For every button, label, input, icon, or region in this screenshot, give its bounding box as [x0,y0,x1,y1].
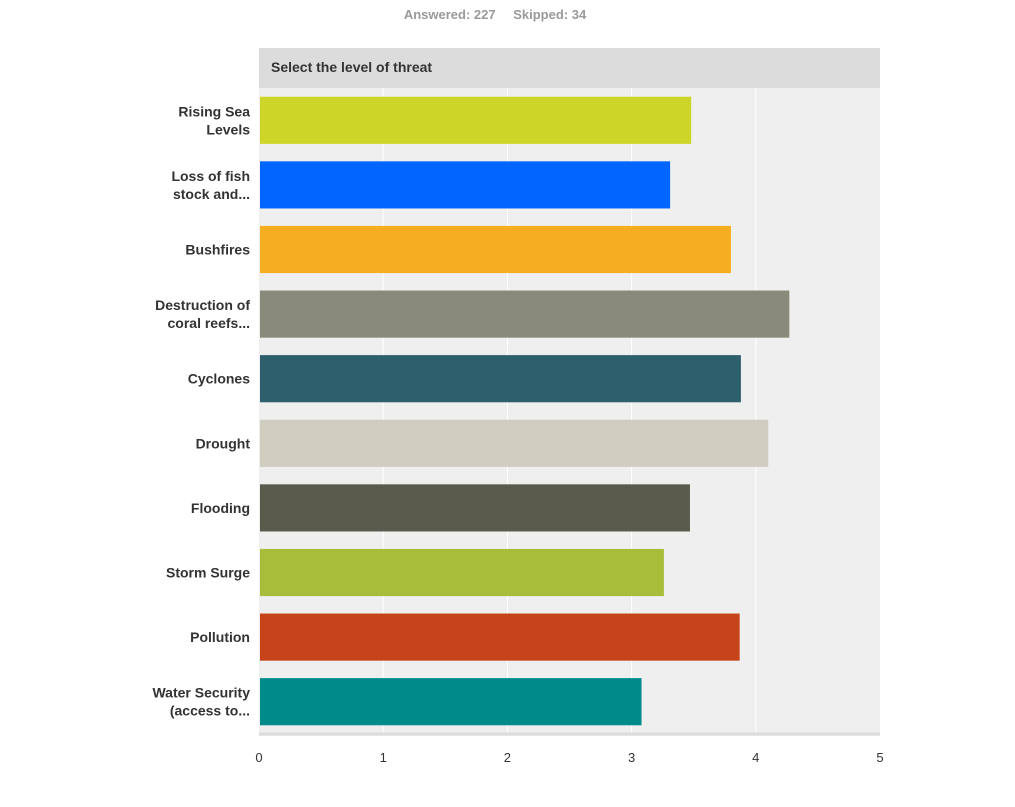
bar [260,96,692,144]
response-stats: Answered: 227 Skipped: 34 [0,7,990,22]
category-label: Water Security (access to... [152,685,250,719]
chart-title: Select the level of threat [271,59,432,75]
x-tick-label: 5 [876,750,883,765]
bars [260,96,790,726]
bar [260,613,740,661]
bar [260,678,642,726]
x-tick-label: 4 [752,750,759,765]
skipped-count: Skipped: 34 [513,7,587,22]
bar [260,484,690,532]
category-label: Drought [196,435,251,451]
x-tick-label: 2 [504,750,511,765]
x-tick-label: 0 [255,750,262,765]
category-label: Cyclones [188,371,250,387]
category-label: Pollution [190,629,250,645]
bar [260,290,790,338]
bar [260,161,671,209]
chart-title-bar [259,48,880,88]
category-label: Storm Surge [166,565,250,581]
bar [260,419,769,467]
bar [260,548,664,597]
x-tick-label: 1 [380,750,387,765]
tick-labels: 0 1 2 3 4 5 [255,750,883,765]
category-label: Bushfires [185,242,250,258]
category-label: Flooding [191,500,250,516]
category-label: Destruction of coral reefs... [155,297,250,331]
category-label: Rising Sea Levels [178,103,250,137]
x-tick-label: 3 [628,750,635,765]
category-label: Loss of fish stock and... [171,168,250,202]
answered-count: Answered: 227 [403,7,496,22]
bar [260,355,741,403]
category-labels: Rising Sea Levels Loss of fish stock and...… [152,103,250,718]
bar [260,225,731,274]
